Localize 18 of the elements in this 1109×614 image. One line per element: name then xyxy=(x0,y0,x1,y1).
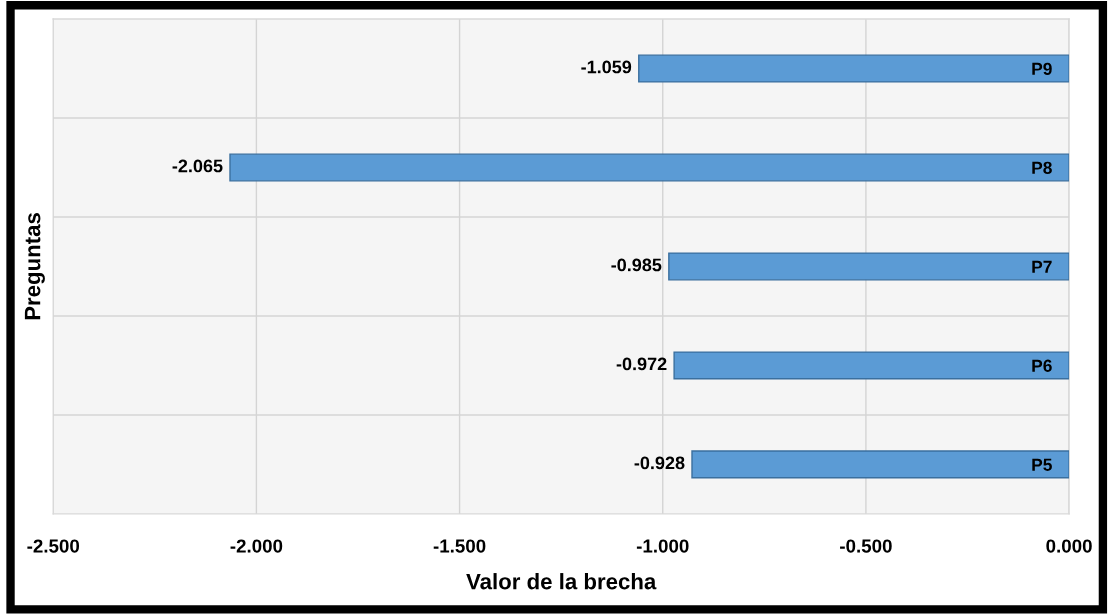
x-tick-label: -1.500 xyxy=(433,539,486,553)
y-tick-label: P6 xyxy=(1032,359,1052,372)
y-axis-title: Preguntas xyxy=(24,213,45,320)
x-axis-title: Valor de la brecha xyxy=(466,573,657,590)
data-label: -0.972 xyxy=(616,357,667,371)
x-tick-label: -2.000 xyxy=(230,539,283,553)
y-tick-label: P7 xyxy=(1032,260,1052,273)
x-tick-label: -0.500 xyxy=(840,539,892,553)
x-tick-label: 0.000 xyxy=(1046,539,1092,553)
x-tick-label: -2.500 xyxy=(27,539,80,553)
data-label: -0.985 xyxy=(611,258,662,272)
data-label: -1.059 xyxy=(581,60,632,74)
y-tick-label: P5 xyxy=(1032,458,1052,471)
data-label: -0.928 xyxy=(634,456,685,470)
x-tick-label: -1.000 xyxy=(636,539,689,553)
data-label: -2.065 xyxy=(172,159,223,173)
y-tick-label: P8 xyxy=(1032,161,1052,174)
y-tick-label: P9 xyxy=(1032,62,1052,75)
